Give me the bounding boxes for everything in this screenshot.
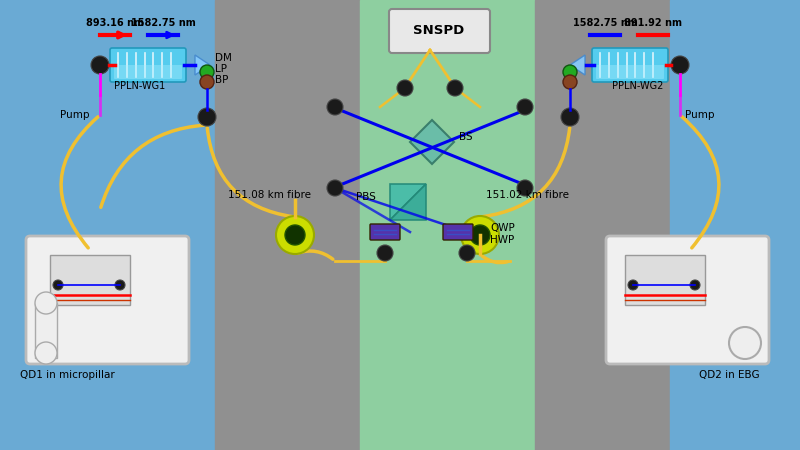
FancyBboxPatch shape [26, 236, 189, 364]
Text: Pump: Pump [60, 110, 90, 120]
Bar [360, 0, 535, 450]
Circle shape [563, 65, 577, 79]
Circle shape [377, 245, 393, 261]
Polygon shape [410, 120, 454, 164]
Bar [625, 255, 705, 305]
Bar [535, 0, 670, 450]
Text: QD1 in micropillar: QD1 in micropillar [20, 370, 114, 380]
Circle shape [35, 342, 57, 364]
Circle shape [200, 75, 214, 89]
Circle shape [447, 80, 463, 96]
Ellipse shape [461, 216, 499, 254]
Polygon shape [570, 55, 585, 75]
Text: DM: DM [215, 53, 232, 63]
FancyBboxPatch shape [606, 236, 769, 364]
Text: QWP: QWP [490, 223, 514, 233]
Circle shape [198, 108, 216, 126]
Circle shape [628, 280, 638, 290]
Circle shape [470, 225, 490, 245]
Circle shape [53, 280, 63, 290]
Circle shape [327, 180, 343, 196]
Ellipse shape [276, 216, 314, 254]
Circle shape [561, 108, 579, 126]
Text: QD2 in EBG: QD2 in EBG [699, 370, 760, 380]
FancyBboxPatch shape [370, 224, 400, 240]
Circle shape [91, 56, 109, 74]
Circle shape [35, 292, 57, 314]
Text: 1582.75 nm: 1582.75 nm [573, 18, 638, 28]
Circle shape [327, 99, 343, 115]
Bar [215, 0, 360, 450]
Text: BP: BP [215, 75, 228, 85]
Circle shape [671, 56, 689, 74]
FancyBboxPatch shape [596, 65, 664, 79]
Bar [0, 0, 215, 450]
FancyBboxPatch shape [114, 65, 182, 79]
Text: PPLN-WG1: PPLN-WG1 [114, 81, 166, 91]
FancyBboxPatch shape [389, 9, 490, 53]
Circle shape [517, 180, 533, 196]
Text: BS: BS [459, 132, 473, 142]
Text: 893.16 nm: 893.16 nm [86, 18, 144, 28]
Circle shape [563, 75, 577, 89]
Bar [35, 303, 57, 358]
Text: Pump: Pump [686, 110, 714, 120]
Text: LP: LP [215, 64, 227, 74]
Polygon shape [195, 55, 210, 75]
FancyBboxPatch shape [110, 48, 186, 82]
Text: HWP: HWP [490, 235, 514, 245]
Circle shape [459, 245, 475, 261]
Polygon shape [390, 184, 426, 220]
Bar [670, 0, 800, 450]
FancyBboxPatch shape [443, 224, 473, 240]
Circle shape [729, 327, 761, 359]
Text: PPLN-WG2: PPLN-WG2 [612, 81, 664, 91]
Text: PBS: PBS [356, 192, 376, 202]
Text: 891.92 nm: 891.92 nm [624, 18, 682, 28]
Polygon shape [390, 184, 426, 220]
Circle shape [517, 99, 533, 115]
Circle shape [285, 225, 305, 245]
Circle shape [200, 65, 214, 79]
Text: 1582.75 nm: 1582.75 nm [130, 18, 195, 28]
Circle shape [397, 80, 413, 96]
Text: SNSPD: SNSPD [414, 24, 465, 37]
Bar [50, 255, 130, 305]
Circle shape [690, 280, 700, 290]
Text: 151.08 km fibre: 151.08 km fibre [229, 190, 311, 200]
FancyBboxPatch shape [592, 48, 668, 82]
Text: 151.02 km fibre: 151.02 km fibre [486, 190, 570, 200]
Circle shape [115, 280, 125, 290]
